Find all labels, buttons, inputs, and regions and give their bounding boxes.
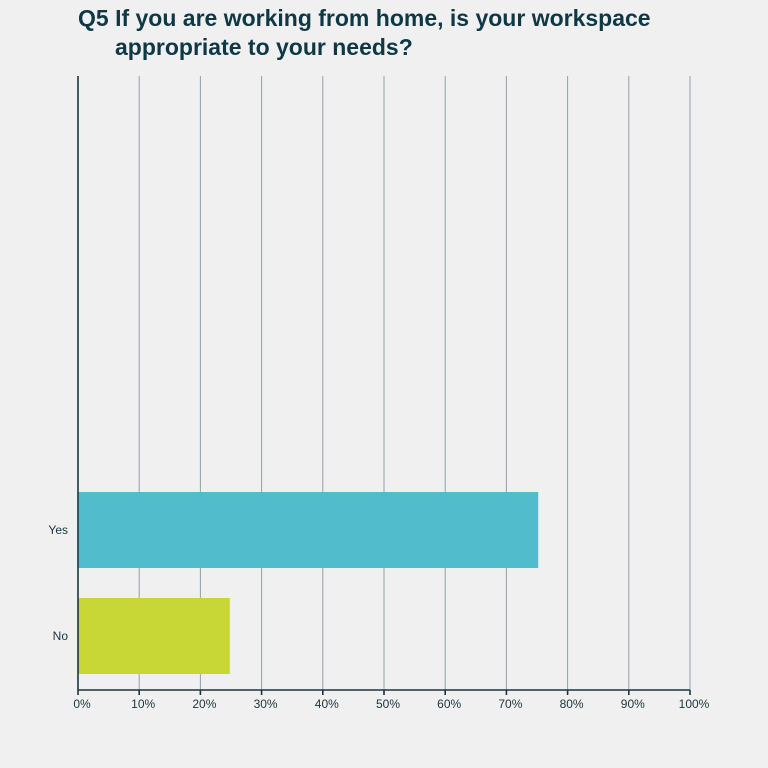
chart-title-line-1: Q5 If you are working from home, is your… xyxy=(78,5,651,31)
x-tick-label: 80% xyxy=(560,697,584,711)
x-tick-label: 20% xyxy=(192,697,216,711)
category-label: No xyxy=(53,629,69,643)
bar-yes xyxy=(78,492,539,568)
x-tick-label: 100% xyxy=(679,697,710,711)
x-tick-label: 50% xyxy=(376,697,400,711)
category-label: Yes xyxy=(48,523,68,537)
x-tick-label: 60% xyxy=(437,697,461,711)
x-tick-label: 90% xyxy=(621,697,645,711)
bar-no xyxy=(78,598,230,674)
x-tick-label: 10% xyxy=(131,697,155,711)
chart-title: Q5 If you are working from home, is your… xyxy=(78,4,738,62)
x-tick-label: 70% xyxy=(498,697,522,711)
chart-title-line-2: appropriate to your needs? xyxy=(115,34,413,60)
x-tick-label: 0% xyxy=(73,697,91,711)
x-tick-label: 40% xyxy=(315,697,339,711)
x-tick-label: 30% xyxy=(254,697,278,711)
